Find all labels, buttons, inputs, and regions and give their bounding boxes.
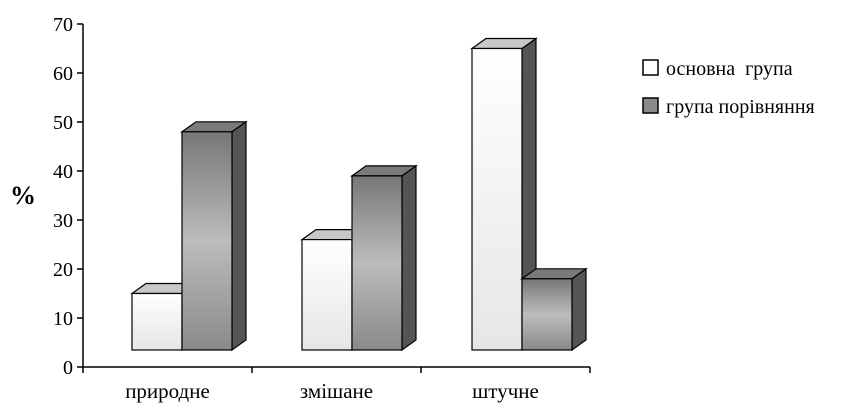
category-labels: природне змішане штучне: [125, 379, 539, 403]
y-tick-label: 30: [53, 210, 73, 232]
y-tick-label: 50: [53, 112, 73, 134]
bar-2-2: [350, 164, 418, 352]
legend-swatch-series-1: [642, 59, 659, 76]
axes: 0 10 20 30 40 50 60 70: [53, 14, 591, 379]
legend-swatch-series-2: [642, 97, 659, 114]
y-axis-label: %: [10, 181, 36, 210]
y-tick-label: 70: [53, 14, 73, 36]
bar-side-face: [231, 120, 247, 352]
category-label: змішане: [300, 379, 373, 403]
bar-front-face: [131, 292, 183, 351]
bar-2-3: [520, 267, 588, 352]
bar-front-face: [181, 131, 233, 351]
bar-2-1: [180, 120, 248, 352]
legend: основна група група порівняння: [642, 58, 815, 118]
legend-label-series-2: група порівняння: [666, 96, 815, 118]
y-tick-label: 0: [63, 357, 73, 379]
bar-front-face: [301, 239, 353, 351]
bar-front-face: [351, 175, 403, 351]
bar-side-face: [401, 164, 417, 352]
category-label: природне: [125, 379, 210, 403]
y-tick-label: 60: [53, 63, 73, 85]
legend-label-series-1: основна група: [666, 58, 793, 80]
y-tick-label: 40: [53, 161, 73, 183]
bar-front-face: [471, 47, 523, 351]
bar-side-face: [571, 267, 587, 352]
bars: [130, 37, 588, 352]
y-tick-label: 10: [53, 308, 73, 330]
bar-front-face: [521, 278, 573, 351]
category-label: штучне: [472, 379, 539, 403]
y-tick-label: 20: [53, 259, 73, 281]
